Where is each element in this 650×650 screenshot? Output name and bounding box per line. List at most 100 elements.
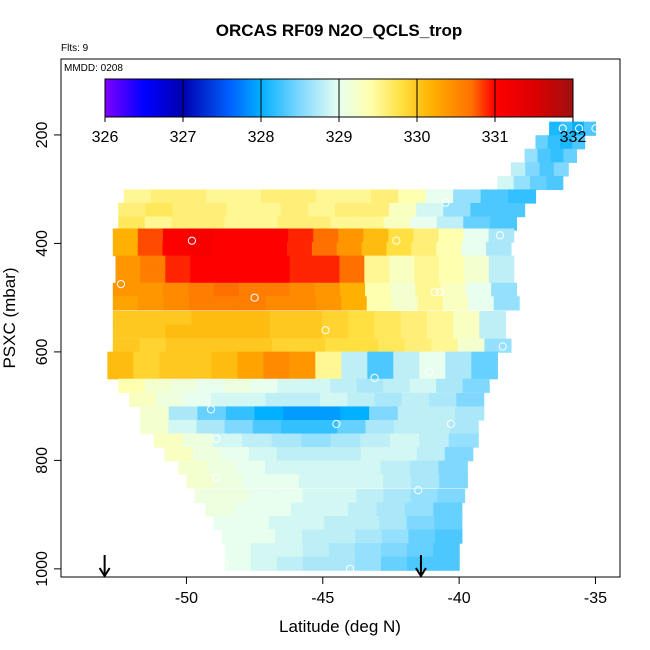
heatmap-cell [248,447,278,462]
heatmap-cell [434,515,463,531]
heatmap-cell [442,296,469,311]
heatmap-cell [433,556,460,571]
heatmap-cell [315,296,342,311]
heatmap-cell [397,406,427,421]
heatmap-cell [254,406,284,421]
heatmap-cell [264,255,291,270]
heatmap-cell [341,296,368,311]
heatmap-cell [456,392,485,408]
heatmap-cell [486,242,512,257]
heatmap-cell [112,324,140,339]
flight-marker [345,564,355,574]
heatmap-cell [280,419,310,435]
arrow-markers [98,555,427,578]
heatmap-cell [488,255,515,270]
colorbar-ticks: 326 327 328 329 330 331 332 [92,79,586,146]
heatmap-cell [238,228,264,243]
heatmap-cell [366,296,393,311]
heatmap-cell [271,433,302,448]
heatmap-cell [269,310,297,326]
heatmap-cell [462,378,490,393]
flight-marker [495,231,505,240]
heatmap-cell [172,203,201,218]
heatmap-cell [243,324,271,339]
heatmap-cell [348,324,376,339]
heatmap-cell [288,189,317,204]
heatmap-cell [386,242,412,257]
heatmap-cell [245,338,273,353]
heatmap-cell [217,324,245,339]
heatmap-cell [426,324,454,339]
heatmap-cell [138,324,166,339]
heatmap-cell [407,543,434,558]
heatmap-cell [112,338,140,353]
heatmap-cell [416,447,446,462]
flight-marker [435,288,445,297]
heatmap-cell [388,447,418,462]
heatmap-cell [393,351,420,366]
heatmap-cell [426,310,454,326]
heatmap-cell [137,228,164,243]
heatmap-cell [357,216,385,231]
heatmap-cell [248,488,277,504]
heatmap-cell [159,365,186,380]
heatmap-cell [322,310,350,326]
heatmap-cell [315,189,344,204]
heatmap-cell [351,460,382,475]
heatmap-cell [140,419,169,435]
heatmap-cell [162,242,189,257]
heatmap-cell [123,189,152,204]
flight-marker [370,373,379,382]
heatmap-cell [370,189,399,204]
heatmap-cell [289,351,316,366]
colorbar-tick-label: 327 [170,129,197,146]
heatmap-cell [381,529,410,544]
heatmap-cell [115,269,142,284]
heatmap-cell [389,433,420,448]
heatmap-cell [433,543,460,558]
chart-title: ORCAS RF09 N2O_QCLS_trop [216,21,463,40]
heatmap-cell [133,351,160,366]
heatmap-cell [400,324,428,339]
heatmap-cell [296,310,323,326]
heatmap-cell [253,203,282,218]
heatmap-cell [471,351,498,366]
heatmap-cell [470,203,499,218]
heatmap-cell [347,392,376,408]
heatmap-cell [438,460,468,475]
heatmap-cell [217,310,245,326]
heatmap-cell [304,447,334,462]
plot-frame [60,58,621,578]
heatmap-cell [450,419,479,435]
flight-marker [206,405,216,414]
heatmap-cell [431,338,459,353]
heatmap-cell [354,543,382,558]
flight-marker [558,124,567,133]
heatmap-cell [275,488,304,504]
heatmap-cell [293,460,324,475]
arrow-head [98,567,111,578]
heatmap-cell [236,460,266,475]
heatmap-cell [315,351,342,366]
heatmap-cell [330,433,361,448]
heatmap-cell [360,447,390,462]
flight-marker [392,236,401,245]
heatmap-cell [380,556,408,571]
heatmap-cell [479,310,507,326]
heatmap-cell [268,515,298,531]
heatmap-cell [461,242,487,257]
heatmap-cell [330,378,358,393]
heatmap-cell [409,378,437,393]
heatmap-cell [439,255,465,270]
heatmap-cell [314,269,341,284]
flight-marker [212,434,221,443]
heatmap-cell [365,419,395,435]
heatmap-cell [374,392,403,408]
heatmap-cell [383,488,412,504]
heatmap-cell [241,515,270,531]
heatmap-cell [421,419,451,435]
colorbar-tick-label: 330 [404,129,431,146]
flight-markers [116,124,600,574]
heatmap-cell [414,269,440,284]
heatmap-cell [339,255,365,270]
